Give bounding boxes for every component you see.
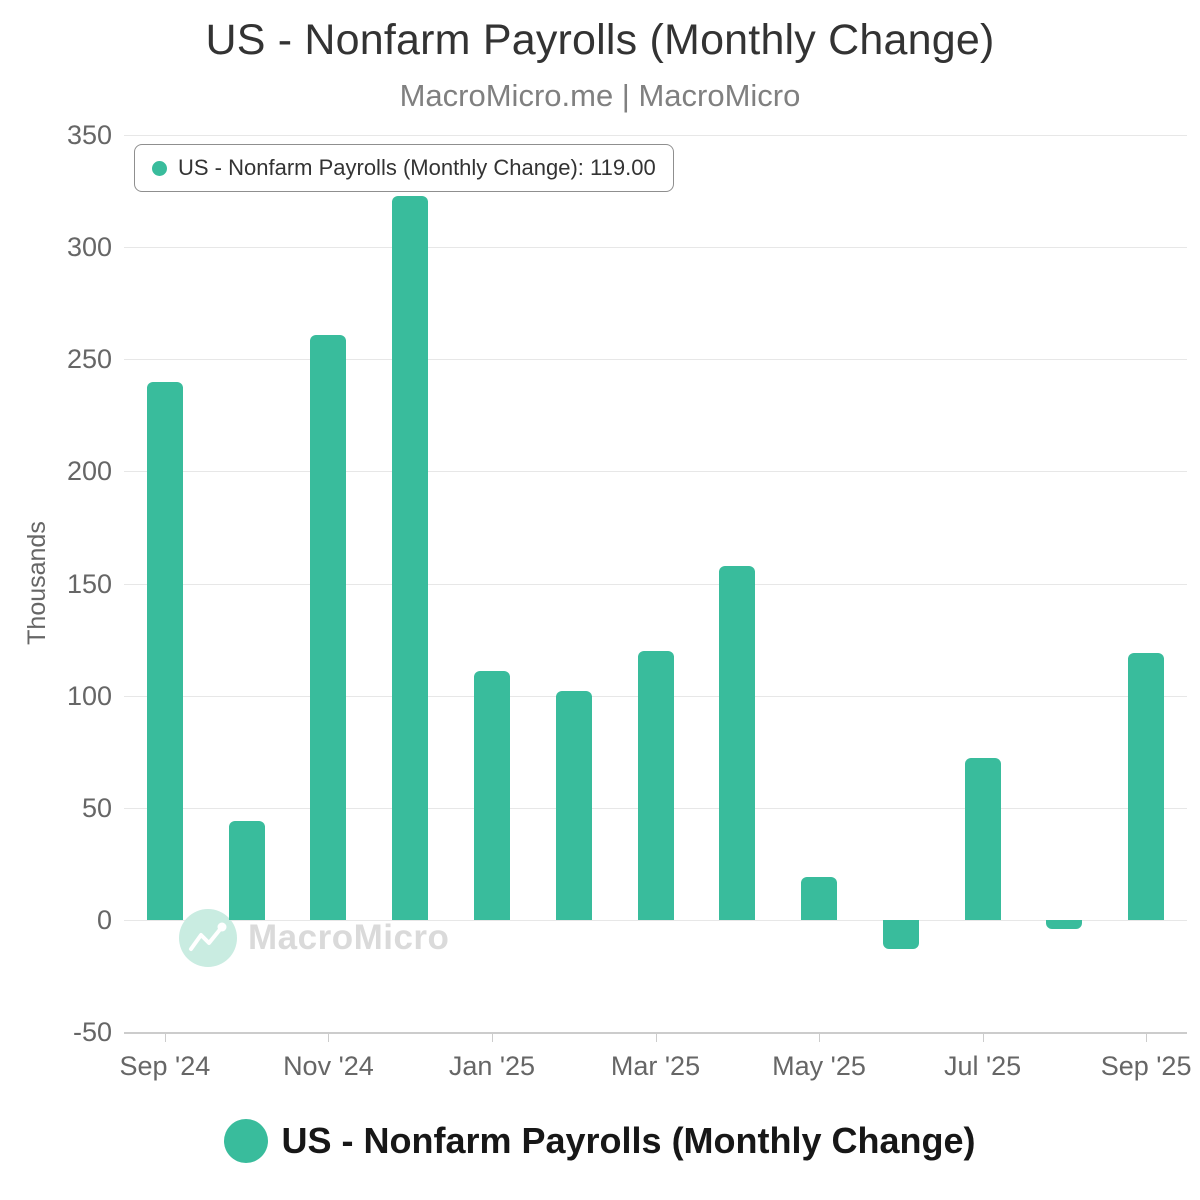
watermark: MacroMicro xyxy=(179,908,449,968)
bar[interactable] xyxy=(392,195,429,920)
bar[interactable] xyxy=(1128,653,1165,920)
bar[interactable] xyxy=(882,919,919,950)
y-axis-label: 0 xyxy=(96,904,112,935)
bar[interactable] xyxy=(801,877,838,920)
bar[interactable] xyxy=(228,821,265,920)
legend-dot-icon xyxy=(224,1119,269,1163)
tooltip-text: US - Nonfarm Payrolls (Monthly Change): … xyxy=(178,155,656,180)
y-axis-label: 200 xyxy=(66,456,112,487)
y-axis-label: 350 xyxy=(66,120,112,150)
gridline xyxy=(124,471,1187,473)
legend-item[interactable]: US - Nonfarm Payrolls (Monthly Change) xyxy=(0,1112,1200,1170)
bar[interactable] xyxy=(310,334,347,920)
gridline xyxy=(124,583,1187,585)
y-axis-label: 100 xyxy=(66,680,112,711)
x-axis-label: May '25 xyxy=(772,1051,866,1081)
chart-title: US - Nonfarm Payrolls (Monthly Change) xyxy=(205,16,995,64)
x-axis-label: Jan '25 xyxy=(448,1051,536,1081)
gridline xyxy=(124,247,1187,249)
x-axis-label: Sep '25 xyxy=(1100,1051,1192,1081)
y-axis-label: -50 xyxy=(72,1017,112,1047)
gridline xyxy=(124,919,1187,921)
macromicro-logo-icon xyxy=(179,909,237,967)
x-axis-tick xyxy=(982,1032,984,1042)
x-axis-tick xyxy=(328,1032,330,1042)
gridline xyxy=(124,359,1187,361)
x-axis-tick xyxy=(655,1032,657,1042)
tooltip: US - Nonfarm Payrolls (Monthly Change): … xyxy=(134,144,674,192)
bar[interactable] xyxy=(719,565,756,920)
bar[interactable] xyxy=(555,691,592,920)
bar[interactable] xyxy=(637,650,674,920)
bar[interactable] xyxy=(146,381,183,920)
y-axis-label: 50 xyxy=(81,792,112,823)
y-axis-label: 250 xyxy=(66,344,112,375)
x-axis-label: Mar '25 xyxy=(610,1051,701,1081)
y-axis-label: 150 xyxy=(66,568,112,599)
bar[interactable] xyxy=(964,758,1001,920)
x-axis-tick xyxy=(491,1032,493,1042)
watermark-text: MacroMicro xyxy=(248,918,450,957)
x-axis-label: Nov '24 xyxy=(283,1051,374,1081)
x-axis-label: Sep '24 xyxy=(119,1051,211,1081)
x-axis-tick xyxy=(164,1032,166,1042)
x-axis-tick xyxy=(1146,1032,1148,1042)
bar[interactable] xyxy=(1046,919,1083,929)
chart-subtitle: MacroMicro.me | MacroMicro xyxy=(399,78,801,113)
bar[interactable] xyxy=(473,670,510,920)
legend-label: US - Nonfarm Payrolls (Monthly Change) xyxy=(281,1120,976,1161)
x-axis-label: Jul '25 xyxy=(943,1051,1022,1081)
x-axis-tick xyxy=(819,1032,821,1042)
series-dot-icon xyxy=(152,160,167,176)
y-axis-label: 300 xyxy=(66,232,112,263)
gridline xyxy=(124,135,1187,136)
